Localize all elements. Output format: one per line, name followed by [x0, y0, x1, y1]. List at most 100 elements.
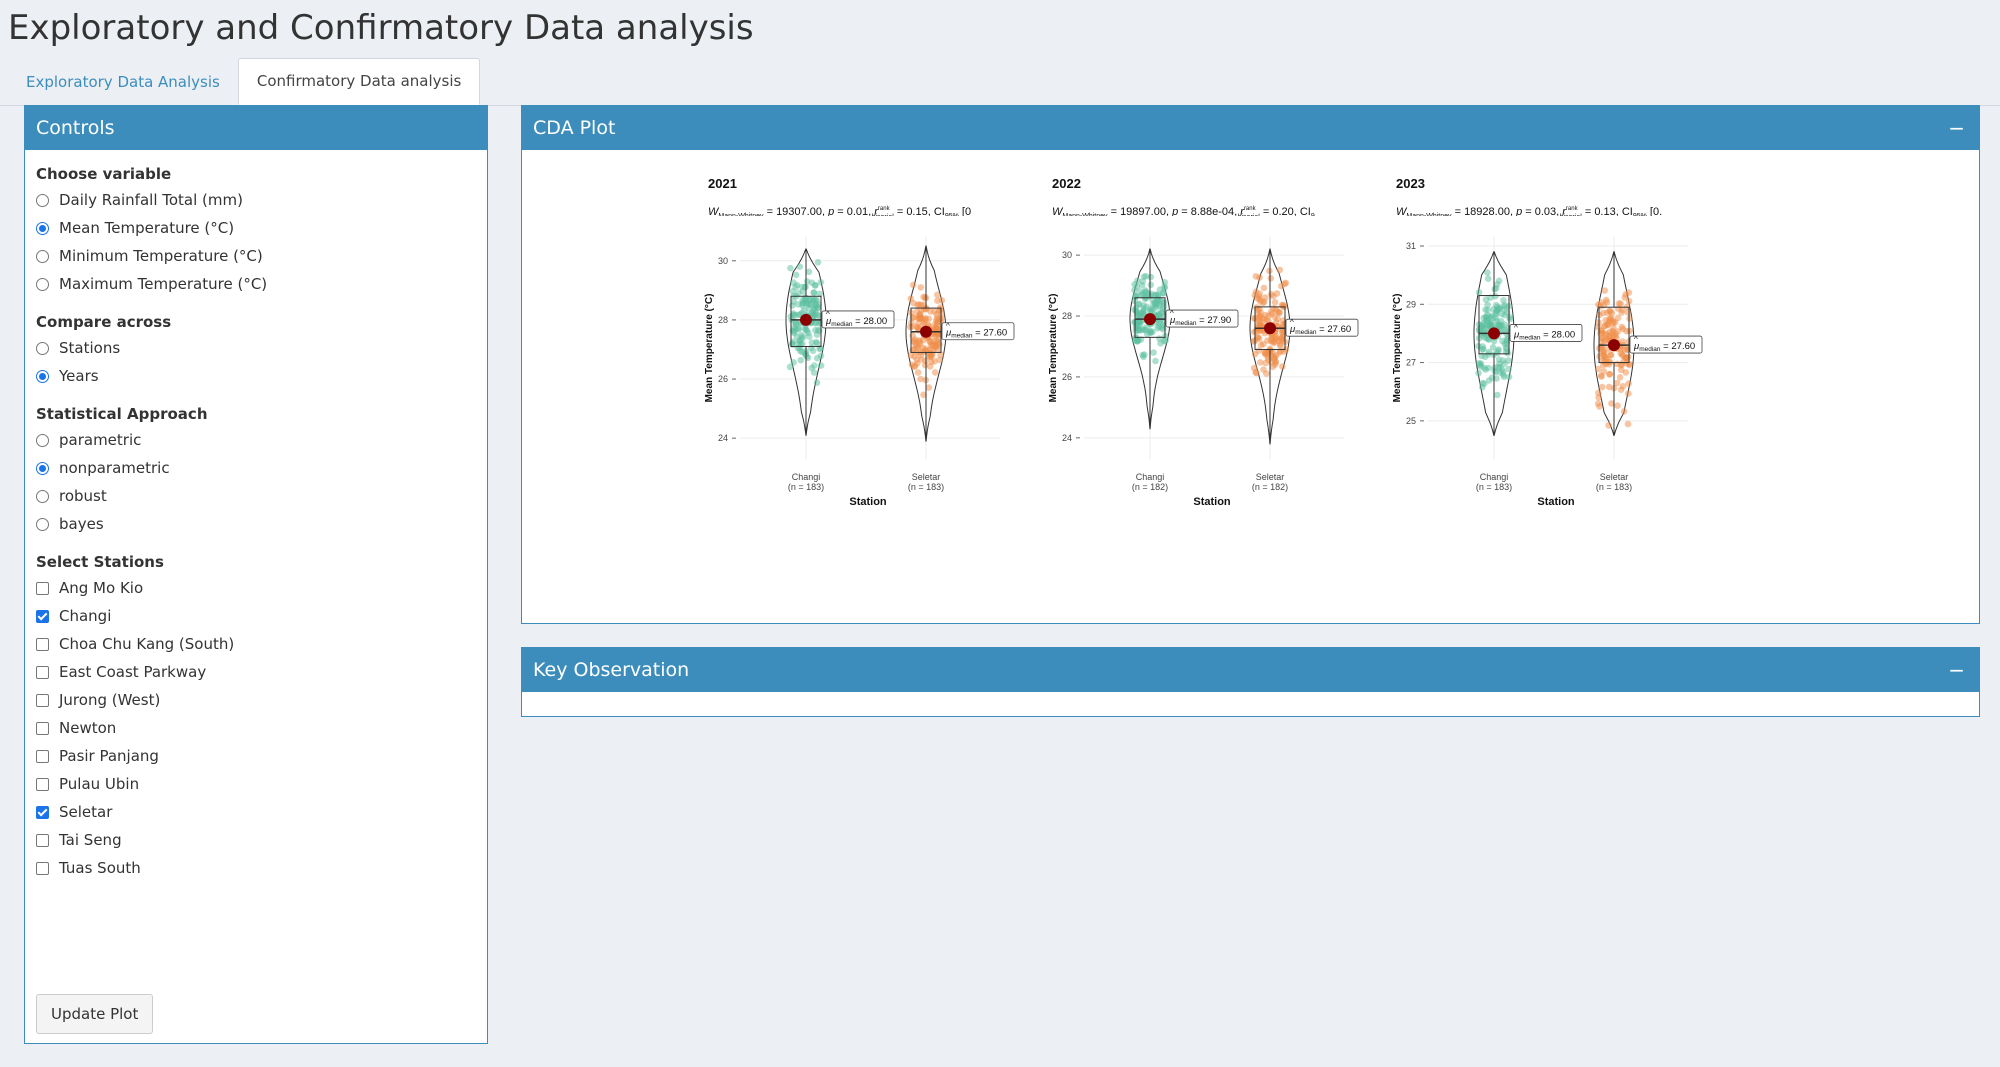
compare-across-label: Compare across — [36, 313, 172, 331]
compare-option-label: Years — [59, 367, 99, 385]
data-point — [1160, 289, 1167, 297]
x-tick-label: Changi — [1480, 472, 1509, 482]
data-point — [1608, 400, 1615, 407]
chart-subtitle: WMann-Whitney = 18928.00, p = 0.03, rran… — [1396, 206, 1662, 216]
station-checkbox[interactable]: Changi — [36, 602, 476, 630]
data-point — [1598, 373, 1605, 380]
key-collapse-icon[interactable]: − — [1948, 658, 1965, 682]
data-point — [1625, 380, 1632, 387]
checkbox[interactable] — [36, 637, 49, 651]
checkbox[interactable] — [36, 861, 49, 875]
checkbox[interactable] — [36, 777, 49, 791]
checkbox[interactable] — [36, 833, 49, 847]
data-point — [1479, 384, 1486, 391]
data-point — [790, 311, 797, 319]
data-point — [1276, 342, 1284, 350]
data-point — [1479, 323, 1487, 330]
data-point — [1603, 299, 1611, 306]
station-checkbox[interactable]: Ang Mo Kio — [36, 574, 476, 602]
checkbox[interactable] — [36, 581, 49, 595]
variable-option[interactable]: Daily Rainfall Total (mm) — [36, 186, 476, 214]
data-point — [1598, 383, 1606, 391]
cda-collapse-icon[interactable]: − — [1948, 116, 1965, 140]
data-point — [1601, 358, 1608, 365]
data-point — [1595, 365, 1602, 373]
data-point — [1624, 420, 1632, 428]
data-point — [1133, 283, 1141, 290]
stations-label: Select Stations — [36, 553, 164, 571]
station-checkbox[interactable]: Tuas South — [36, 854, 476, 882]
variable-option-label: Daily Rainfall Total (mm) — [59, 191, 243, 209]
data-point — [1503, 345, 1511, 353]
radio-button[interactable] — [36, 369, 49, 383]
data-point — [1484, 269, 1491, 276]
checkbox[interactable] — [36, 609, 49, 623]
x-tick-label: Seletar — [1600, 472, 1629, 482]
radio-button[interactable] — [36, 221, 49, 235]
y-tick-label: 28 — [1062, 311, 1072, 321]
checkbox[interactable] — [36, 805, 49, 819]
cda-plot-panel: CDA Plot − 2021 WMann-Whitney = 19307.00,… — [521, 105, 1980, 624]
data-point — [1266, 345, 1274, 353]
x-tick-label: Changi — [1136, 472, 1165, 482]
data-point — [1257, 359, 1264, 366]
approach-option[interactable]: parametric — [36, 426, 476, 454]
checkbox[interactable] — [36, 721, 49, 735]
radio-button[interactable] — [36, 277, 49, 291]
hat-mark: ^ — [1290, 318, 1294, 327]
compare-option[interactable]: Stations — [36, 334, 476, 362]
tab-confirmatory[interactable]: Confirmatory Data analysis — [237, 58, 481, 105]
controls-header: Controls — [25, 106, 487, 150]
approach-option[interactable]: robust — [36, 482, 476, 510]
y-tick-label: 31 — [1406, 241, 1416, 251]
variable-option[interactable]: Maximum Temperature (°C) — [36, 270, 476, 298]
variable-option[interactable]: Mean Temperature (°C) — [36, 214, 476, 242]
radio-button[interactable] — [36, 341, 49, 355]
update-plot-button[interactable]: Update Plot — [36, 994, 154, 1034]
data-point — [1623, 354, 1630, 361]
radio-button[interactable] — [36, 461, 49, 475]
compare-option[interactable]: Years — [36, 362, 476, 390]
data-point — [1268, 290, 1275, 298]
station-checkbox[interactable]: Pulau Ubin — [36, 770, 476, 798]
checkbox[interactable] — [36, 665, 49, 679]
checkbox[interactable] — [36, 693, 49, 707]
data-point — [1606, 371, 1613, 378]
data-point — [1619, 383, 1627, 390]
station-checkbox[interactable]: East Coast Parkway — [36, 658, 476, 686]
data-point — [1616, 374, 1624, 381]
station-checkbox[interactable]: Seletar — [36, 798, 476, 826]
station-checkbox[interactable]: Pasir Panjang — [36, 742, 476, 770]
data-point — [1594, 400, 1602, 407]
tab-exploratory[interactable]: Exploratory Data Analysis — [26, 73, 220, 91]
station-checkbox[interactable]: Choa Chu Kang (South) — [36, 630, 476, 658]
approach-option[interactable]: bayes — [36, 510, 476, 538]
station-checkbox[interactable]: Newton — [36, 714, 476, 742]
y-tick-label: 30 — [718, 256, 728, 266]
radio-button[interactable] — [36, 249, 49, 263]
data-point — [1500, 297, 1507, 304]
station-checkbox[interactable]: Tai Seng — [36, 826, 476, 854]
variable-option[interactable]: Minimum Temperature (°C) — [36, 242, 476, 270]
radio-button[interactable] — [36, 517, 49, 531]
checkbox[interactable] — [36, 749, 49, 763]
data-point — [1147, 273, 1155, 281]
data-point — [1152, 304, 1160, 311]
station-checkbox[interactable]: Jurong (West) — [36, 686, 476, 714]
radio-button[interactable] — [36, 433, 49, 447]
chart-panel-2022: 2022 WMann-Whitney = 19897.00, p = 8.88e-… — [1048, 176, 1359, 508]
median-label: μmedian = 27.90 — [1169, 315, 1231, 327]
data-point — [917, 375, 924, 383]
data-point — [1273, 333, 1280, 340]
station-checkbox-label: Ang Mo Kio — [59, 579, 144, 597]
y-tick-label: 25 — [1406, 416, 1416, 426]
data-point — [816, 345, 823, 353]
radio-button[interactable] — [36, 489, 49, 503]
radio-button[interactable] — [36, 193, 49, 207]
data-point — [1160, 337, 1168, 345]
chart-subtitle: WMann-Whitney = 19307.00, p = 0.01, rran… — [708, 206, 971, 216]
data-point — [1138, 281, 1146, 289]
cda-plot-title: CDA Plot — [533, 117, 616, 139]
approach-option[interactable]: nonparametric — [36, 454, 476, 482]
data-point — [1605, 318, 1613, 326]
